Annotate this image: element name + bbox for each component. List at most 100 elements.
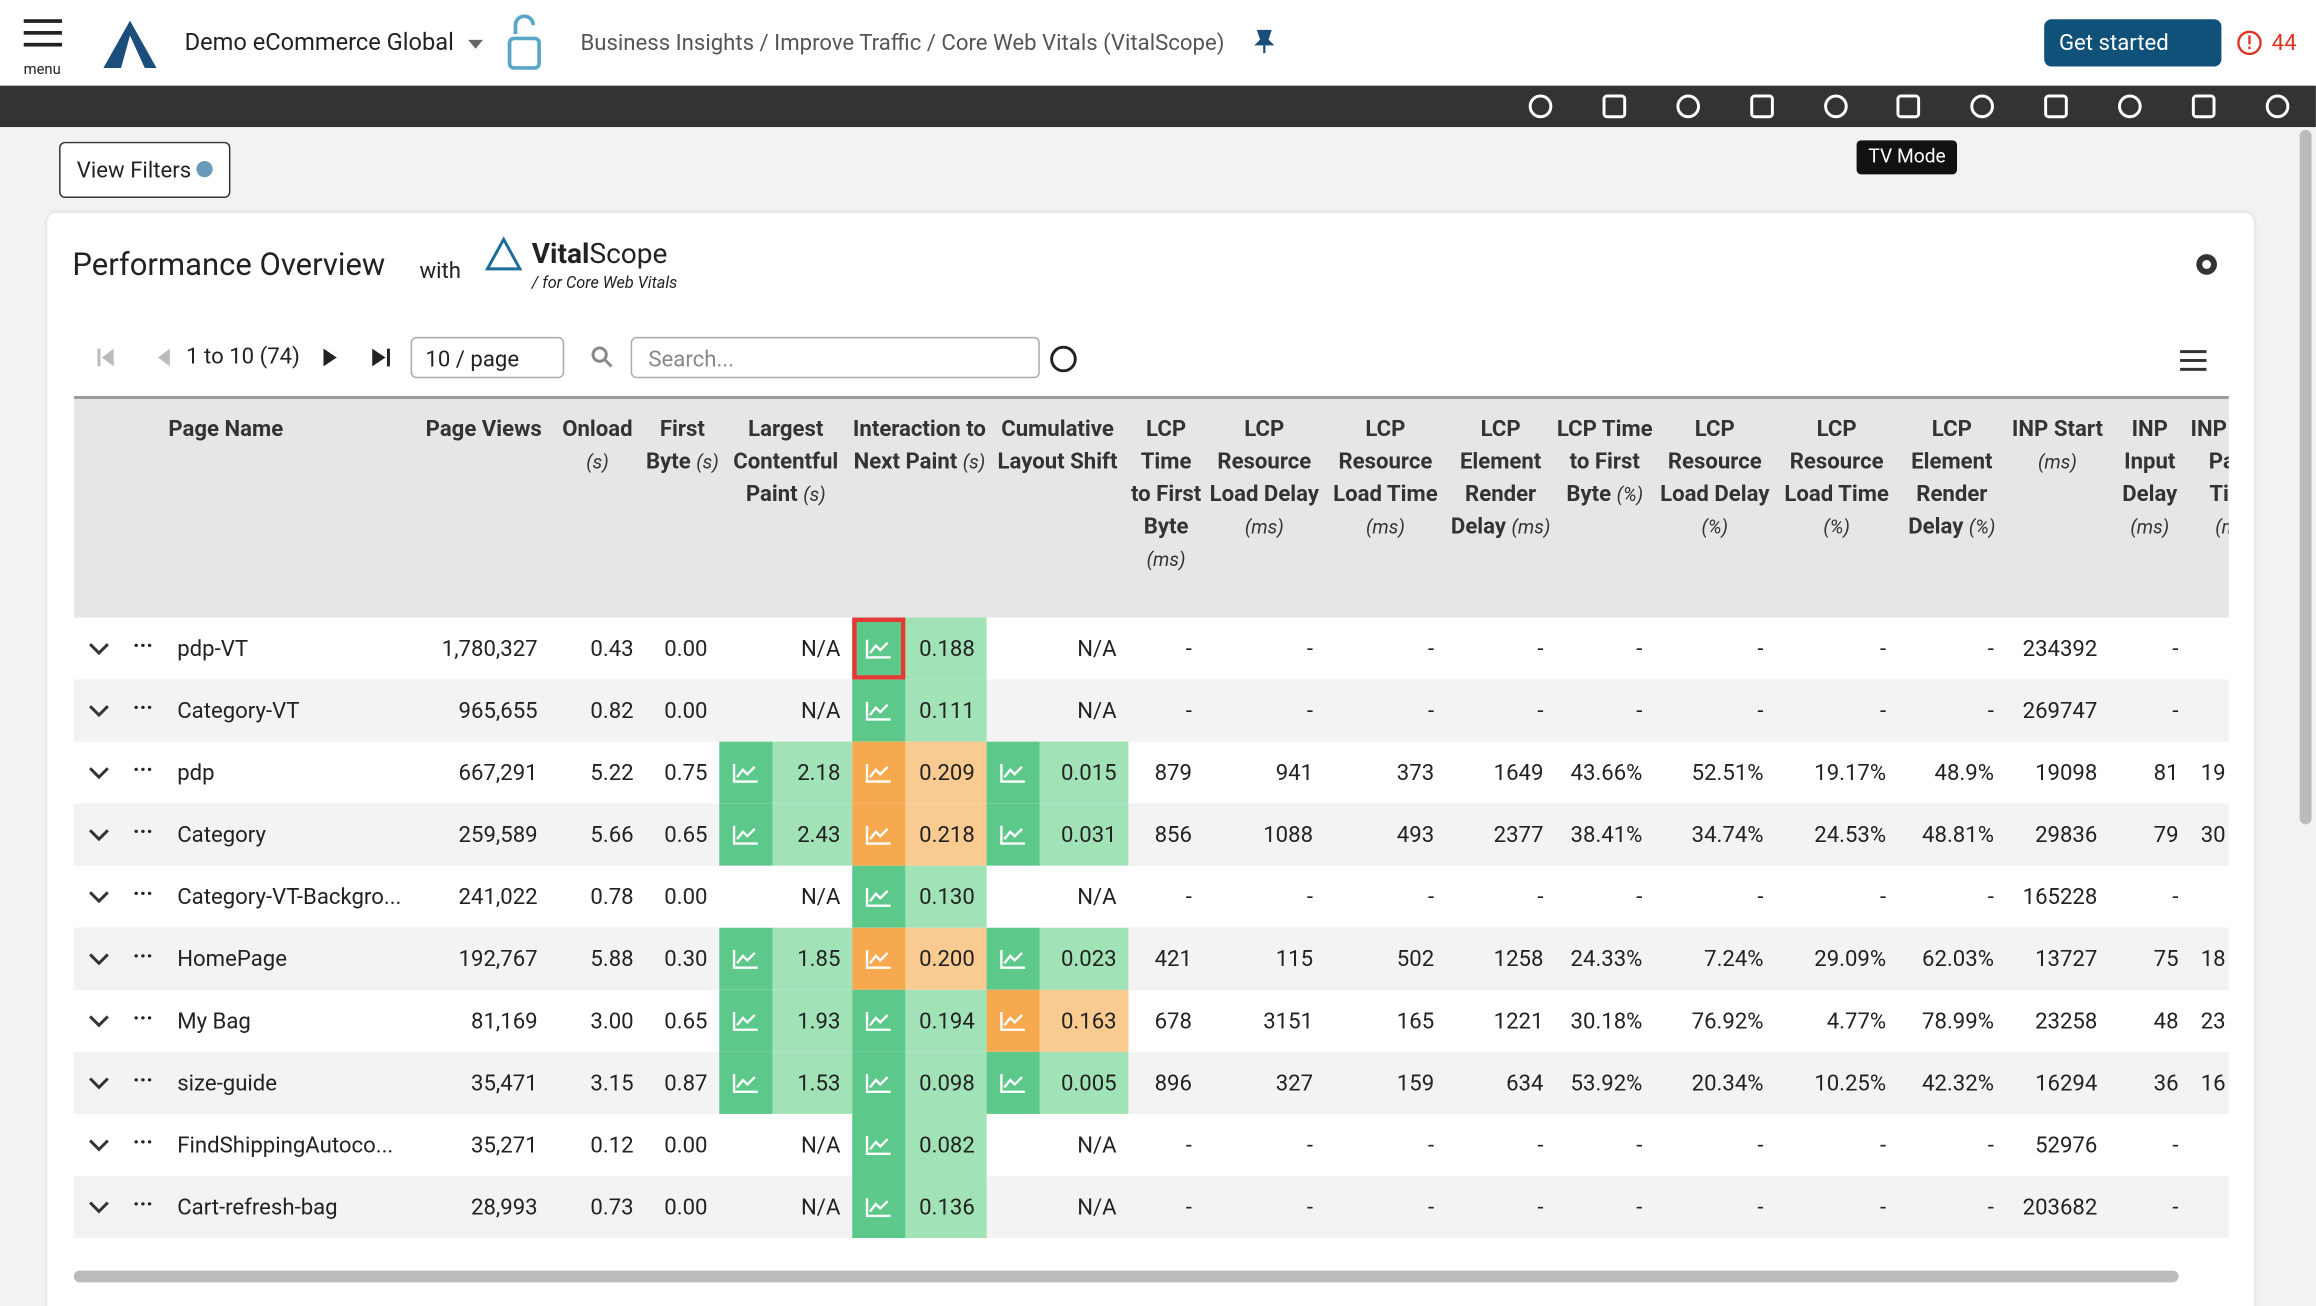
metric-bg (905, 803, 987, 866)
toolbar-icon[interactable] (1602, 94, 1627, 119)
toolbar-icon[interactable] (1824, 94, 1848, 119)
cell-value: 38.41% (1570, 821, 1643, 849)
help-icon[interactable] (1049, 344, 1079, 374)
trend-button[interactable] (852, 617, 906, 680)
trend-button[interactable] (852, 1113, 906, 1177)
column-header: LCP Resource Load Time (%) (1775, 399, 1898, 621)
lock-icon[interactable] (502, 13, 546, 72)
row-actions[interactable]: ··· (132, 756, 154, 784)
table-row: ··· FindShippingAutoco... 35,271 0.12 0.00 N/… (73, 1113, 2229, 1178)
cell-value: - (1428, 635, 1435, 662)
expand-toggle[interactable] (89, 1114, 116, 1176)
trend-button[interactable] (852, 865, 906, 928)
toolbar-icon[interactable] (2044, 94, 2068, 119)
expand-toggle[interactable] (89, 1176, 116, 1238)
menu-button[interactable]: menu (23, 18, 63, 79)
cell-value: 115 (1275, 945, 1314, 973)
trend-button[interactable] (852, 741, 906, 804)
cell-value: 20.34% (1691, 1069, 1764, 1097)
cell-value: - (2172, 635, 2179, 662)
cell-value: - (1987, 1193, 1994, 1221)
row-actions[interactable]: ··· (132, 818, 154, 846)
alert-count[interactable]: 44 (2271, 29, 2297, 57)
cell-value: - (1757, 883, 1764, 911)
row-actions[interactable]: ··· (132, 694, 154, 721)
trend-icon (732, 1074, 758, 1093)
trend-button[interactable] (986, 803, 1040, 866)
alert-icon[interactable] (2236, 30, 2263, 57)
toolbar-icon[interactable] (2118, 94, 2142, 119)
search-input[interactable]: Search... (630, 336, 1040, 379)
get-started-button[interactable]: Get started (2044, 19, 2222, 67)
cell-value: 192,767 (458, 945, 538, 973)
h-scrollbar[interactable] (73, 1270, 2179, 1283)
column-unit: (ms) (2130, 517, 2170, 540)
toolbar-icon[interactable] (1676, 94, 1701, 119)
row-actions[interactable]: ··· (132, 880, 154, 908)
cell-value: 965,655 (458, 697, 538, 724)
expand-toggle[interactable] (89, 680, 116, 742)
column-header: Onload (s) (549, 399, 645, 621)
trend-button[interactable] (986, 927, 1040, 990)
page-size-select[interactable]: 10 / page (410, 336, 565, 379)
trend-icon (732, 949, 758, 969)
org-dropdown[interactable] (467, 38, 485, 50)
column-menu[interactable] (2180, 349, 2207, 373)
trend-button[interactable] (852, 803, 906, 866)
expand-toggle[interactable] (89, 618, 116, 680)
trend-button[interactable] (719, 927, 773, 990)
v-scrollbar[interactable] (2299, 130, 2312, 825)
settings-icon[interactable] (2192, 250, 2222, 280)
expand-toggle[interactable] (89, 742, 116, 804)
trend-button[interactable] (852, 679, 906, 742)
toolbar-icon[interactable] (2191, 94, 2216, 119)
trend-button[interactable] (719, 803, 773, 866)
trend-button[interactable] (986, 1051, 1040, 1114)
expand-toggle[interactable] (89, 928, 116, 990)
breadcrumb[interactable]: Business Insights / Improve Traffic / Co… (580, 29, 1225, 57)
column-header: LCP Resource Load Time (ms) (1325, 399, 1446, 621)
toolbar-icon[interactable] (1970, 94, 1994, 119)
trend-button[interactable] (719, 989, 773, 1052)
toolbar-icon[interactable] (1896, 94, 1921, 119)
trend-button[interactable] (852, 1176, 906, 1239)
row-actions[interactable]: ··· (132, 632, 154, 659)
toolbar-icon[interactable] (1528, 94, 1553, 119)
cell-value: N/A (1077, 1193, 1117, 1221)
view-filters-button[interactable]: View Filters (59, 141, 231, 198)
cell-value: 52976 (2035, 1131, 2098, 1159)
trend-button[interactable] (852, 1051, 906, 1114)
trend-button[interactable] (719, 1051, 773, 1114)
expand-toggle[interactable] (89, 866, 116, 928)
cell-value: 30 (2200, 821, 2226, 849)
trend-button[interactable] (986, 741, 1040, 804)
cell-value: - (1879, 883, 1887, 911)
row-actions[interactable]: ··· (132, 1004, 154, 1032)
expand-toggle[interactable] (89, 1052, 116, 1114)
toolbar-icon[interactable] (1750, 94, 1774, 119)
page-name: Category-VT (177, 697, 300, 724)
expand-toggle[interactable] (89, 990, 116, 1052)
cell-value: 0.30 (664, 945, 708, 973)
trend-button[interactable] (852, 989, 906, 1052)
row-actions[interactable]: ··· (132, 942, 154, 970)
trend-button[interactable] (719, 741, 773, 804)
metric-bg (905, 927, 987, 990)
row-actions[interactable]: ··· (132, 1128, 154, 1156)
chevron (89, 1077, 109, 1090)
cell-value: N/A (1077, 883, 1117, 911)
row-actions[interactable]: ··· (132, 1066, 154, 1094)
metric-bg (905, 679, 987, 742)
toolbar-icon[interactable] (2265, 94, 2290, 119)
row-actions[interactable]: ··· (132, 1190, 154, 1218)
cell-value: 35,271 (471, 1131, 538, 1159)
info-icon (196, 161, 213, 178)
column-header: INP Next Paint Time (ms) (2190, 399, 2229, 621)
cell-value: 10.25% (1814, 1069, 1887, 1097)
org-name[interactable]: Demo eCommerce Global (184, 28, 454, 57)
trend-button[interactable] (852, 927, 906, 990)
pin-icon[interactable] (1254, 28, 1275, 55)
pager-controls[interactable] (92, 344, 402, 371)
expand-toggle[interactable] (89, 804, 116, 866)
trend-button[interactable] (986, 989, 1040, 1052)
